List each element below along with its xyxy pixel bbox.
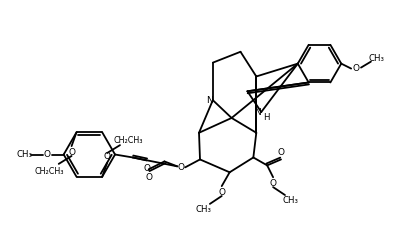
Text: H: H bbox=[263, 113, 270, 123]
Text: O: O bbox=[104, 153, 111, 161]
Text: CH₂CH₃: CH₂CH₃ bbox=[113, 136, 143, 145]
Text: N: N bbox=[206, 96, 213, 105]
Text: CH₃: CH₃ bbox=[369, 54, 385, 63]
Text: N: N bbox=[254, 108, 261, 117]
Text: CH₃: CH₃ bbox=[16, 150, 32, 159]
Text: O: O bbox=[43, 150, 50, 159]
Text: O: O bbox=[218, 188, 225, 196]
Text: O: O bbox=[178, 163, 185, 172]
Text: O: O bbox=[270, 179, 277, 188]
Text: CH₃: CH₃ bbox=[283, 196, 299, 205]
Text: O: O bbox=[145, 173, 152, 182]
Text: O: O bbox=[68, 147, 75, 157]
Text: O: O bbox=[352, 64, 360, 73]
Text: O: O bbox=[143, 164, 150, 173]
Text: O: O bbox=[278, 148, 284, 157]
Text: CH₃: CH₃ bbox=[196, 205, 212, 214]
Text: CH₂CH₃: CH₂CH₃ bbox=[34, 167, 64, 176]
